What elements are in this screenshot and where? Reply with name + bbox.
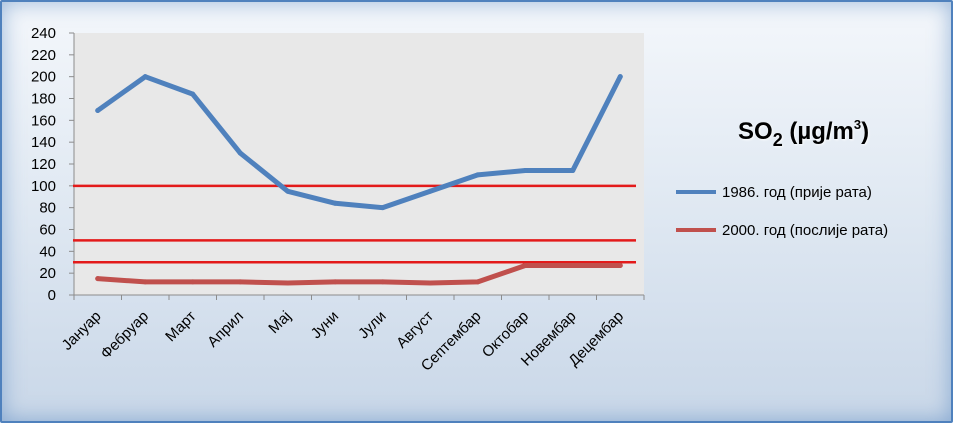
x-category-label: Март bbox=[162, 308, 199, 345]
data-point bbox=[142, 74, 148, 80]
legend-label-2000: 2000. год (послије рата) bbox=[722, 221, 889, 239]
x-category-label: Мај bbox=[265, 308, 294, 337]
legend-item-2000: 2000. год (послије рата) bbox=[676, 220, 888, 240]
data-point bbox=[190, 279, 196, 285]
plot-area bbox=[74, 33, 644, 295]
series-group bbox=[95, 74, 623, 286]
y-axis: 0 20 40 60 80 100 120 140 160 180 200 220 240 bbox=[31, 25, 75, 304]
data-point bbox=[332, 279, 338, 285]
series-line-0 bbox=[95, 74, 623, 211]
x-category-label: Фебруар bbox=[97, 308, 152, 363]
x-category-label: Јули bbox=[355, 308, 390, 343]
y-tick-label: 100 bbox=[31, 178, 56, 195]
y-tick-label: 140 bbox=[31, 134, 56, 151]
title-suffix: ) bbox=[861, 118, 870, 145]
data-point bbox=[142, 279, 148, 285]
y-tick-label: 80 bbox=[39, 200, 56, 217]
series-line-1 bbox=[95, 263, 623, 286]
data-point bbox=[285, 280, 291, 286]
y-tick-label: 20 bbox=[39, 265, 56, 282]
x-category-label: Август bbox=[393, 308, 437, 352]
data-point bbox=[285, 188, 291, 194]
y-tick-label: 200 bbox=[31, 69, 56, 86]
data-point bbox=[95, 276, 101, 282]
title-prefix: SO bbox=[738, 118, 773, 145]
y-tick-label: 60 bbox=[39, 222, 56, 239]
y-tick-label: 180 bbox=[31, 91, 56, 108]
x-category-label: Април bbox=[204, 308, 247, 351]
x-category-label: Јануар bbox=[59, 308, 105, 354]
legend-item-1986: 1986. год (прије рата) bbox=[676, 182, 872, 202]
data-point bbox=[380, 279, 386, 285]
legend-swatch-1986 bbox=[676, 190, 716, 194]
y-tick-label: 120 bbox=[31, 156, 56, 173]
legend-swatch-2000 bbox=[676, 228, 716, 232]
data-point bbox=[522, 168, 528, 174]
y-tick-label: 240 bbox=[31, 25, 56, 42]
data-point bbox=[522, 263, 528, 269]
data-point bbox=[617, 74, 623, 80]
legend-label-1986: 1986. год (прије рата) bbox=[722, 183, 872, 201]
data-point bbox=[190, 91, 196, 97]
data-point bbox=[475, 279, 481, 285]
y-tick-label: 220 bbox=[31, 47, 56, 64]
data-point bbox=[427, 188, 433, 194]
chart-title: SO2 (µg/m3) bbox=[738, 117, 870, 150]
title-subscript: 2 bbox=[772, 130, 783, 150]
title-superscript: 3 bbox=[853, 117, 862, 132]
data-point bbox=[332, 200, 338, 206]
y-tick-label: 160 bbox=[31, 112, 56, 129]
data-point bbox=[95, 108, 101, 114]
data-point bbox=[475, 172, 481, 178]
data-point bbox=[237, 150, 243, 156]
data-point bbox=[617, 263, 623, 269]
data-point bbox=[237, 279, 243, 285]
data-point bbox=[380, 205, 386, 211]
data-point bbox=[570, 168, 576, 174]
data-point bbox=[570, 263, 576, 269]
data-point bbox=[427, 280, 433, 286]
y-tick-label: 0 bbox=[48, 287, 56, 304]
reference-lines bbox=[73, 184, 636, 264]
x-category-label: Јуни bbox=[308, 308, 342, 342]
y-tick-label: 40 bbox=[39, 243, 56, 260]
title-middle: (µg/m bbox=[782, 118, 854, 145]
